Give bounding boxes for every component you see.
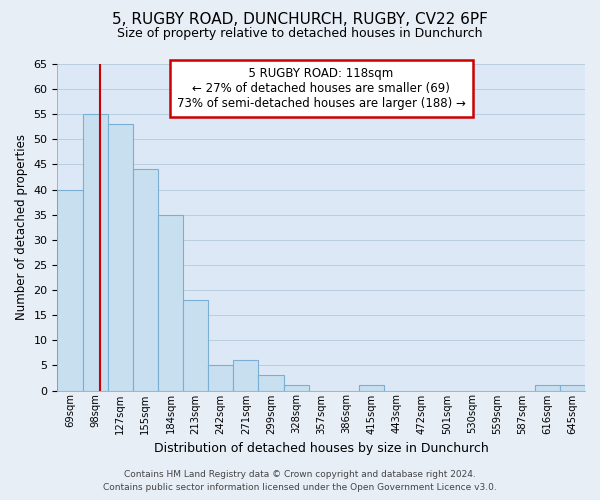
Bar <box>259 376 284 390</box>
Bar <box>208 366 233 390</box>
Bar <box>535 386 560 390</box>
Bar <box>359 386 384 390</box>
Text: 5, RUGBY ROAD, DUNCHURCH, RUGBY, CV22 6PF: 5, RUGBY ROAD, DUNCHURCH, RUGBY, CV22 6P… <box>112 12 488 28</box>
Y-axis label: Number of detached properties: Number of detached properties <box>15 134 28 320</box>
Bar <box>133 170 158 390</box>
Bar <box>183 300 208 390</box>
Text: Contains HM Land Registry data © Crown copyright and database right 2024.
Contai: Contains HM Land Registry data © Crown c… <box>103 470 497 492</box>
Bar <box>284 386 308 390</box>
Bar <box>560 386 585 390</box>
Bar <box>158 214 183 390</box>
X-axis label: Distribution of detached houses by size in Dunchurch: Distribution of detached houses by size … <box>154 442 488 455</box>
Bar <box>83 114 107 390</box>
Bar <box>107 124 133 390</box>
Text: 5 RUGBY ROAD: 118sqm  
← 27% of detached houses are smaller (69)
73% of semi-det: 5 RUGBY ROAD: 118sqm ← 27% of detached h… <box>177 68 466 110</box>
Bar <box>58 190 83 390</box>
Bar <box>233 360 259 390</box>
Text: Size of property relative to detached houses in Dunchurch: Size of property relative to detached ho… <box>117 28 483 40</box>
